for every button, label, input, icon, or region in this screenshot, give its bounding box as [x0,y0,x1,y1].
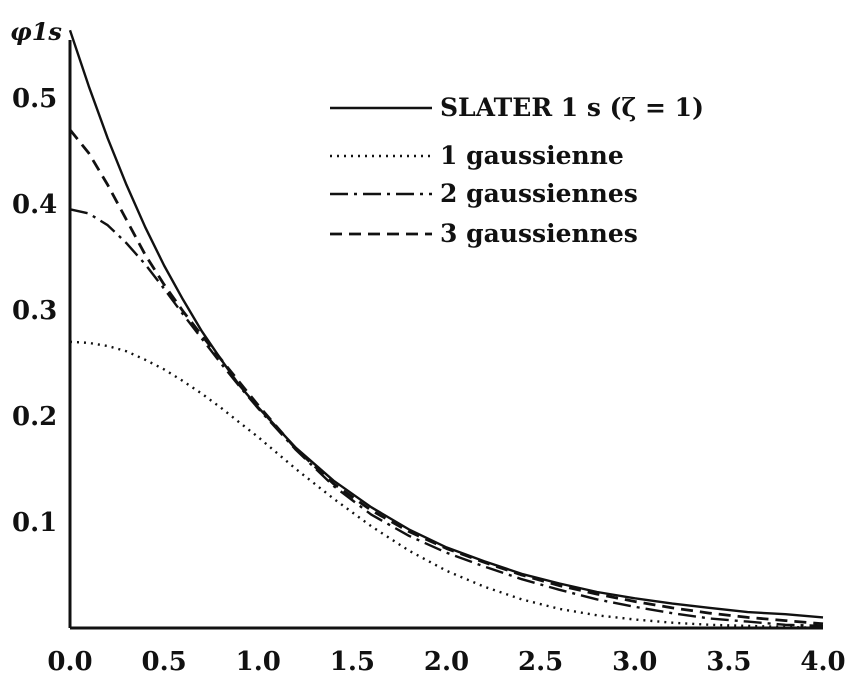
x-tick-label: 2.5 [518,647,563,675]
series-line-solid [68,29,824,619]
x-tick-label: 2.0 [424,647,469,675]
y-tick-label: 0.4 [12,190,57,220]
legend-label: 2 gaussiennes [440,179,638,208]
x-tick-label: 3.5 [706,647,751,675]
legend-label: 3 gaussiennes [440,219,638,248]
y-tick-label: 0.1 [12,508,57,538]
series-line-dashed [68,128,824,626]
x-tick-label: 1.0 [236,647,281,675]
y-tick-label: 0.5 [12,84,57,114]
plot-area [68,29,824,630]
x-tick-label: 3.0 [612,647,657,675]
legend-label: SLATER 1 s (ζ = 1) [440,93,704,122]
y-axis-title: φ1s [10,17,62,46]
x-tick-label: 4.0 [800,647,845,675]
y-tick-label: 0.2 [12,402,57,432]
legend: SLATER 1 s (ζ = 1) 1 gaussienne 2 gaussien… [330,93,704,248]
tick-labels: φ1s 0.0 0.5 1.0 1.5 2.0 2.5 3.0 3.5 4.0 0.1 0.2 0.3 0… [10,17,846,675]
x-tick-label: 1.5 [330,647,375,675]
axes [68,40,823,630]
legend-label: 1 gaussienne [440,141,624,170]
series-line-dotted [69,340,824,630]
x-tick-label: 0.5 [142,647,187,675]
y-tick-label: 0.3 [12,296,57,326]
series-line-dashdot [69,208,824,628]
x-tick-label: 0.0 [47,647,92,675]
